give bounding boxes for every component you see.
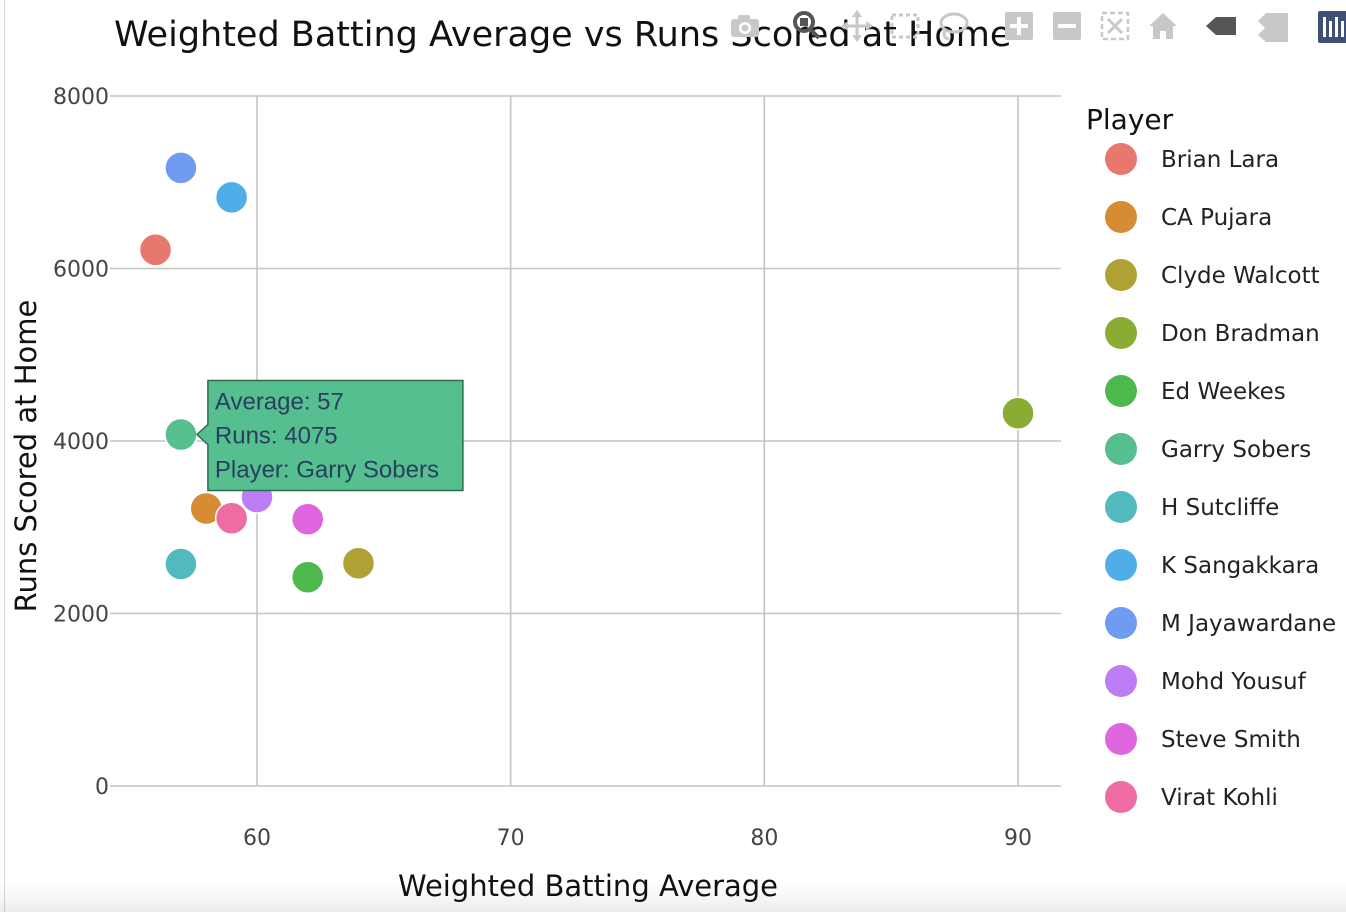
y-tick-label: 4000 [53, 430, 109, 455]
pan-icon[interactable] [840, 10, 874, 42]
axis-layer: 60 70 80 90 0 2000 4000 6000 8000 [53, 85, 1032, 851]
hover-tooltip-line: Runs: 4075 [215, 423, 338, 450]
legend-item[interactable]: K Sangakkara [1105, 549, 1319, 581]
legend-label: Don Bradman [1161, 321, 1320, 347]
x-tick-label: 70 [497, 826, 525, 851]
y-tick-label: 2000 [53, 603, 109, 628]
legend-marker [1105, 607, 1137, 639]
box-select-icon[interactable] [888, 10, 922, 42]
scatter-point[interactable] [214, 180, 249, 215]
legend-label: Virat Kohli [1161, 785, 1278, 811]
x-axis-title: Weighted Batting Average [398, 869, 778, 903]
zoom-out-icon[interactable] [1050, 10, 1084, 42]
x-tick-label: 90 [1004, 826, 1032, 851]
x-tick-label: 60 [243, 826, 271, 851]
camera-icon[interactable] [728, 10, 762, 42]
points-layer [138, 151, 1035, 595]
x-tick-label: 80 [750, 826, 778, 851]
legend-item[interactable]: Brian Lara [1105, 143, 1279, 175]
lasso-select-icon[interactable] [936, 10, 970, 42]
legend-marker [1105, 201, 1137, 233]
scatter-point[interactable] [290, 560, 325, 595]
frame-left-edge [4, 0, 5, 912]
legend-marker [1105, 665, 1137, 697]
legend-item[interactable]: Steve Smith [1105, 723, 1301, 755]
legend-item[interactable]: M Jayawardane [1105, 607, 1336, 639]
legend-marker [1105, 723, 1137, 755]
spike-lines-icon[interactable] [1204, 10, 1238, 42]
hover-tooltip-line: Average: 57 [215, 389, 344, 416]
legend-label: Garry Sobers [1161, 437, 1311, 463]
legend-item[interactable]: Don Bradman [1105, 317, 1320, 349]
legend-item[interactable]: Clyde Walcott [1105, 259, 1320, 291]
legend-marker [1105, 375, 1137, 407]
legend-marker [1105, 491, 1137, 523]
legend-label: Steve Smith [1161, 727, 1301, 753]
legend-marker [1105, 143, 1137, 175]
compare-hover-icon[interactable] [1256, 10, 1290, 42]
scatter-point[interactable] [290, 502, 325, 536]
scatter-point[interactable] [1001, 396, 1035, 430]
legend-marker [1105, 781, 1137, 813]
legend-item[interactable]: Garry Sobers [1105, 433, 1311, 465]
scatter-point[interactable] [164, 417, 198, 452]
scatter-point[interactable] [164, 151, 198, 185]
legend: Player Brian Lara CA Pujara Clyde Walcott Do… [1086, 103, 1336, 813]
grid-layer [110, 95, 1061, 787]
legend-item[interactable]: Virat Kohli [1105, 781, 1278, 813]
reset-axes-icon[interactable] [1146, 10, 1180, 42]
y-tick-label: 8000 [53, 85, 109, 110]
legend-marker [1105, 433, 1137, 465]
hover-tooltip-line: Player: Garry Sobers [215, 457, 439, 484]
legend-label: Mohd Yousuf [1161, 669, 1307, 695]
plotly-logo-icon[interactable] [1316, 10, 1346, 43]
legend-label: Ed Weekes [1161, 379, 1286, 405]
legend-label: CA Pujara [1161, 205, 1272, 231]
y-tick-label: 6000 [53, 258, 109, 283]
legend-item[interactable]: H Sutcliffe [1105, 491, 1279, 523]
zoom-in-icon[interactable] [1002, 10, 1036, 42]
hover-layer: Average: 57 Runs: 4075 Player: Garry Sober… [195, 379, 464, 492]
legend-label: H Sutcliffe [1161, 495, 1279, 521]
legend-marker [1105, 549, 1137, 581]
scatter-point[interactable] [214, 501, 249, 535]
legend-item[interactable]: Ed Weekes [1105, 375, 1286, 407]
legend-marker [1105, 259, 1137, 291]
hover-tooltip-box [195, 379, 464, 492]
legend-label: K Sangakkara [1161, 553, 1319, 579]
legend-item[interactable]: Mohd Yousuf [1105, 665, 1307, 697]
legend-label: Brian Lara [1161, 147, 1279, 173]
zoom-icon[interactable] [790, 10, 824, 42]
scatter-point[interactable] [138, 233, 173, 267]
y-tick-label: 0 [95, 775, 109, 800]
modebar-toolbar [728, 6, 1346, 46]
y-axis-title: Runs Scored at Home [9, 300, 43, 613]
legend-marker [1105, 317, 1137, 349]
legend-item[interactable]: CA Pujara [1105, 201, 1272, 233]
legend-title: Player [1086, 103, 1174, 136]
scatter-point[interactable] [341, 546, 376, 580]
scatter-point[interactable] [164, 547, 198, 581]
frame-bottom-shadow [0, 882, 1346, 912]
legend-label: Clyde Walcott [1161, 263, 1320, 289]
autoscale-icon[interactable] [1098, 10, 1132, 42]
legend-label: M Jayawardane [1161, 611, 1336, 637]
